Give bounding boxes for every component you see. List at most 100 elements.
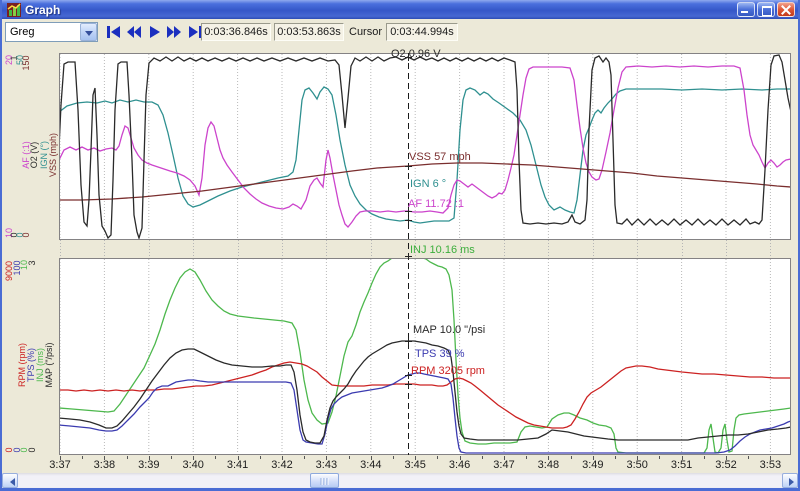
maximize-button[interactable]: [757, 2, 775, 17]
gridline-gap-segment: [282, 240, 283, 258]
x-axis-tick: [681, 456, 683, 460]
x-axis-tick: [282, 456, 283, 460]
gridline-gap-segment: [237, 240, 239, 258]
x-axis-label: 3:42: [271, 459, 293, 471]
horizontal-scrollbar[interactable]: [2, 473, 798, 488]
cursor-cross-marker: [405, 54, 412, 61]
cursor-cross-marker: [405, 208, 412, 215]
cursor-cross-marker: [405, 253, 412, 260]
y-axis-max-vss: 150: [21, 55, 31, 71]
gridline-gap-segment: [592, 240, 594, 258]
time-end-display: 0:03:53.863s: [274, 23, 344, 41]
toolbar: Greg 0:03:36.846s 0:03:53.863s Cursor 0:…: [2, 19, 798, 46]
y-axis-label-map: MAP ("/psi): [44, 341, 54, 388]
x-axis-label: 3:51: [670, 459, 693, 471]
y-axis-min-map: 0: [27, 447, 37, 453]
skip-to-start-button[interactable]: [106, 24, 123, 40]
gridline-gap-segment: [326, 240, 328, 258]
gridline-gap-segment: [104, 240, 106, 258]
y-axis-min-vss: 0: [21, 232, 31, 238]
window-title: Graph: [25, 2, 61, 17]
x-axis-tick: [592, 456, 594, 460]
profile-dropdown[interactable]: Greg: [5, 22, 98, 42]
x-axis-tick: [504, 456, 505, 460]
x-axis-tick: [171, 456, 172, 459]
y-axis-max-map: 3: [27, 260, 37, 266]
profile-dropdown-value: Greg: [10, 26, 35, 38]
x-axis-label: 3:38: [93, 459, 116, 471]
cursor-value-callout: IGN 6 °: [410, 178, 447, 190]
fast-forward-icon: [167, 26, 181, 38]
title-bar[interactable]: Graph: [2, 0, 798, 19]
cursor-value-callout: INJ 10.16 ms: [410, 244, 475, 256]
x-axis-tick: [481, 456, 483, 459]
y-axis-label-vss: VSS (mph): [48, 132, 58, 177]
x-axis-label: 3:53: [759, 459, 782, 471]
x-axis-label: 3:49: [582, 459, 604, 471]
x-axis-tick: [148, 456, 150, 460]
cursor-time-display: 0:03:44.994s: [386, 23, 458, 41]
gridline-gap-segment: [148, 240, 150, 258]
x-axis-tick: [304, 456, 306, 459]
cursor-cross-marker: [405, 372, 412, 379]
scroll-left-arrow[interactable]: [2, 473, 18, 488]
x-axis-tick: [415, 456, 417, 460]
cursor-cross-marker: [405, 217, 412, 224]
x-axis-label: 3:47: [493, 459, 515, 471]
series-o2-trace: [60, 54, 790, 239]
chart-region: 3:37 3:38 3:39 3:40 3:41 3:42 3:43 3:44 3:45 3:46…: [2, 46, 798, 473]
x-axis-tick: [259, 456, 261, 459]
x-axis-tick: [748, 456, 750, 459]
scrollbar-thumb[interactable]: [310, 473, 339, 488]
gridline-gap-segment: [370, 240, 372, 258]
series-rpm-trace: [60, 361, 790, 429]
lower-plot[interactable]: [59, 258, 791, 455]
x-axis-tick: [637, 456, 639, 460]
play-button[interactable]: [148, 24, 165, 40]
gridline-gap-segment: [504, 240, 505, 258]
cursor-value-callout: AF 11.72 :1: [408, 198, 465, 210]
y-axis-label-o2: O2 (V): [29, 141, 39, 168]
gridline-gap-segment: [770, 240, 772, 258]
x-axis-label: 3:45: [404, 459, 426, 471]
cursor-cross-marker: [405, 381, 412, 388]
close-button[interactable]: [777, 2, 795, 17]
cursor-label: Cursor: [349, 26, 383, 38]
minimize-button[interactable]: [737, 2, 755, 17]
series-ign-trace: [60, 86, 790, 224]
fast-forward-button[interactable]: [166, 24, 183, 40]
gridline-gap-segment: [726, 240, 727, 258]
x-axis-tick: [459, 456, 461, 460]
x-axis-tick: [348, 456, 350, 459]
x-axis-tick: [548, 456, 550, 460]
x-axis-label: 3:46: [448, 459, 471, 471]
series-tps-trace: [60, 372, 790, 454]
gridline-gap-segment: [637, 240, 639, 258]
x-axis-label: 3:40: [182, 459, 204, 471]
gridline-gap-segment: [60, 240, 61, 258]
cursor-value-callout: VSS 57 mph: [409, 151, 471, 163]
rewind-icon: [127, 26, 141, 38]
x-axis-label: 3:48: [537, 459, 560, 471]
cursor-value-callout: MAP 10.0 "/psi: [413, 324, 486, 336]
x-axis-label: 3:52: [715, 459, 737, 471]
skip-to-end-button[interactable]: [188, 24, 205, 40]
cursor-cross-marker: [405, 338, 412, 345]
cursor-value-callout: RPM 3205 rpm: [411, 365, 485, 377]
gridline-gap-segment: [548, 240, 550, 258]
gridline-gap-segment: [681, 240, 683, 258]
x-axis-label: 3:39: [138, 459, 160, 471]
series-vss-trace: [60, 162, 790, 201]
x-axis-tick: [726, 456, 727, 460]
window-bottom-border: [2, 488, 798, 491]
chevron-down-icon[interactable]: [80, 23, 97, 41]
scroll-right-arrow[interactable]: [782, 473, 798, 488]
cursor-value-callout: TPS 39 %: [415, 348, 465, 360]
x-axis-label: 3:37: [49, 459, 71, 471]
cursor-value-callout: O2 0.96 V: [391, 48, 441, 60]
upper-plot[interactable]: [59, 53, 791, 240]
x-axis-tick: [126, 456, 128, 459]
x-axis-tick: [770, 456, 772, 460]
rewind-button[interactable]: [126, 24, 143, 40]
